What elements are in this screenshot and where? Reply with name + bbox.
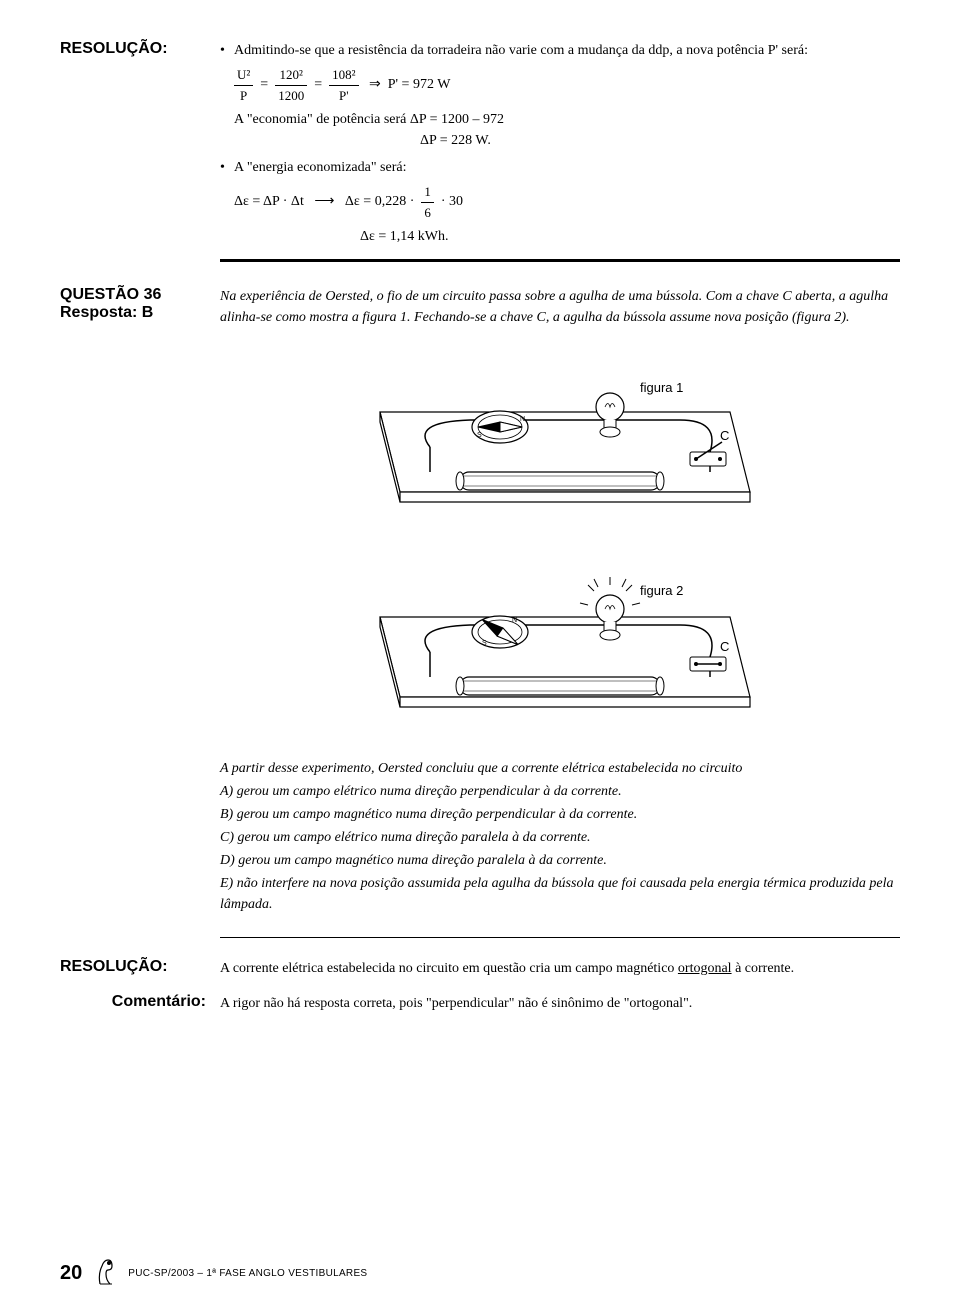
divider-thin xyxy=(220,937,900,938)
svg-text:C: C xyxy=(720,428,729,443)
questao-36-options: A partir desse experimento, Oersted conc… xyxy=(60,758,900,917)
figure-1: N S C figura 1 xyxy=(220,352,900,529)
resolucao-2-label: RESOLUÇÃO: xyxy=(60,958,220,979)
svg-text:S: S xyxy=(482,640,487,647)
page-footer: 20 PUC-SP/2003 – 1ª FASE ANGLO VESTIBULA… xyxy=(60,1256,900,1291)
bullet-icon: • xyxy=(220,157,234,178)
option-c: C) gerou um campo elétrico numa direção … xyxy=(220,827,900,848)
page-number: 20 xyxy=(60,1262,82,1285)
resolucao-1-label: RESOLUÇÃO: xyxy=(60,40,220,280)
formula-energy: Δε = ΔP · Δt ⟶ Δε = 0,228 · 16 · 30 xyxy=(234,182,900,222)
divider-thick xyxy=(220,259,900,262)
economia-line-1: A "economia" de potência será ΔP = 1200 … xyxy=(234,109,900,130)
formula-power: U²P = 120²1200 = 108²P' ⇒ P' = 972 W xyxy=(234,65,900,105)
resolucao-2: RESOLUÇÃO: A corrente elétrica estabelec… xyxy=(60,958,900,979)
option-b: B) gerou um campo magnético numa direção… xyxy=(220,804,900,825)
questao-number: QUESTÃO 36 xyxy=(60,286,220,304)
comentario-text: A rigor não há resposta correta, pois "p… xyxy=(220,993,900,1014)
svg-text:N: N xyxy=(512,617,517,624)
comentario: Comentário: A rigor não há resposta corr… xyxy=(60,993,900,1014)
comentario-label: Comentário: xyxy=(60,993,220,1014)
svg-text:N: N xyxy=(520,416,525,423)
option-e: E) não interfere na nova posição assumid… xyxy=(220,873,900,915)
resolucao-2-text: A corrente elétrica estabelecida no circ… xyxy=(220,958,900,979)
svg-text:S: S xyxy=(477,432,482,439)
bullet-1-text: Admitindo-se que a resistência da torrad… xyxy=(234,40,900,61)
footer-text: PUC-SP/2003 – 1ª FASE ANGLO VESTIBULARES xyxy=(128,1268,367,1279)
energy-result: Δε = 1,14 kWh. xyxy=(360,226,900,247)
questao-36-stem: Na experiência de Oersted, o fio de um c… xyxy=(220,286,900,328)
questao-36: QUESTÃO 36 Resposta: B Na experiência de… xyxy=(60,286,900,328)
bullet-icon: • xyxy=(220,40,234,61)
svg-text:C: C xyxy=(720,639,729,654)
questao-resposta: Resposta: B xyxy=(60,304,220,322)
resolucao-1-content: • Admitindo-se que a resistência da torr… xyxy=(220,40,900,280)
economia-line-2: ΔP = 228 W. xyxy=(420,130,900,151)
option-a: A) gerou um campo elétrico numa direção … xyxy=(220,781,900,802)
option-d: D) gerou um campo magnético numa direção… xyxy=(220,850,900,871)
conclusion-intro: A partir desse experimento, Oersted conc… xyxy=(220,758,900,779)
bullet-2-text: A "energia economizada" será: xyxy=(234,157,900,178)
svg-text:figura 1: figura 1 xyxy=(640,380,683,395)
figure-2: N S xyxy=(220,547,900,734)
resolucao-1: RESOLUÇÃO: • Admitindo-se que a resistên… xyxy=(60,40,900,280)
footer-logo-icon xyxy=(94,1256,118,1291)
questao-36-label: QUESTÃO 36 Resposta: B xyxy=(60,286,220,328)
svg-text:figura 2: figura 2 xyxy=(640,583,683,598)
